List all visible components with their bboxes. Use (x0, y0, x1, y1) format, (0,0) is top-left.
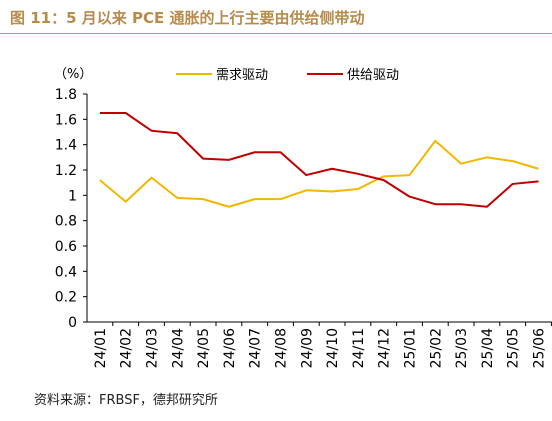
y-tick-label: 1.2 (55, 163, 77, 179)
y-tick-label: 0.4 (55, 264, 77, 280)
x-tick-label: 25/01 (403, 328, 419, 368)
y-tick-label: 1 (68, 188, 77, 204)
x-tick-label: 24/06 (222, 328, 238, 368)
x-tick-label: 24/11 (351, 328, 367, 368)
y-tick-label: 1.8 (55, 87, 77, 103)
y-tick-label: 0.6 (55, 239, 77, 255)
x-tick-label: 24/03 (145, 328, 161, 368)
x-tick-label: 24/12 (377, 328, 393, 368)
y-tick-label: 0 (68, 315, 77, 331)
x-tick-label: 24/01 (93, 328, 109, 368)
legend-supply-label: 供给驱动 (347, 68, 399, 83)
figure-title: 图 11：5 月以来 PCE 通胀的上行主要由供给侧带动 (10, 9, 365, 27)
x-tick-label: 24/04 (170, 328, 186, 368)
x-tick-label: 25/04 (480, 328, 496, 368)
line-chart: （%） 需求驱动 供给驱动 0 0.2 0.4 0.6 0.8 1 1.2 1.4 1.6 1.8… (54, 67, 552, 368)
x-tick-label: 24/07 (248, 328, 264, 368)
x-tick-label: 24/08 (274, 328, 290, 368)
x-tick-label: 24/09 (299, 328, 315, 368)
y-tick-label: 1.4 (55, 138, 77, 154)
x-tick-label: 24/02 (119, 328, 135, 368)
series-line-supply (99, 112, 539, 208)
x-tick-label: 25/06 (532, 328, 548, 368)
y-tick-label: 0.8 (55, 214, 77, 230)
x-tick-label: 25/03 (454, 328, 470, 368)
x-tick-label: 25/02 (428, 328, 444, 368)
source-note: 资料来源：FRBSF，德邦研究所 (34, 393, 218, 408)
x-tick-label: 25/05 (506, 328, 522, 368)
y-ticks: 0 0.2 0.4 0.6 0.8 1 1.2 1.4 1.6 1.8 (55, 87, 87, 331)
legend: 需求驱动 供给驱动 (176, 68, 399, 83)
title-divider (0, 33, 552, 34)
x-ticks: 24/01 24/02 24/03 24/04 24/05 24/06 24/07 24/08… (93, 322, 552, 368)
x-tick-label: 24/10 (325, 328, 341, 368)
y-unit-label: （%） (54, 67, 92, 82)
y-tick-label: 1.6 (55, 112, 77, 128)
legend-demand-label: 需求驱动 (216, 68, 268, 83)
series-line-demand (99, 139, 539, 208)
series-lines (99, 112, 539, 208)
y-tick-label: 0.2 (55, 290, 77, 306)
x-tick-label: 24/05 (196, 328, 212, 368)
